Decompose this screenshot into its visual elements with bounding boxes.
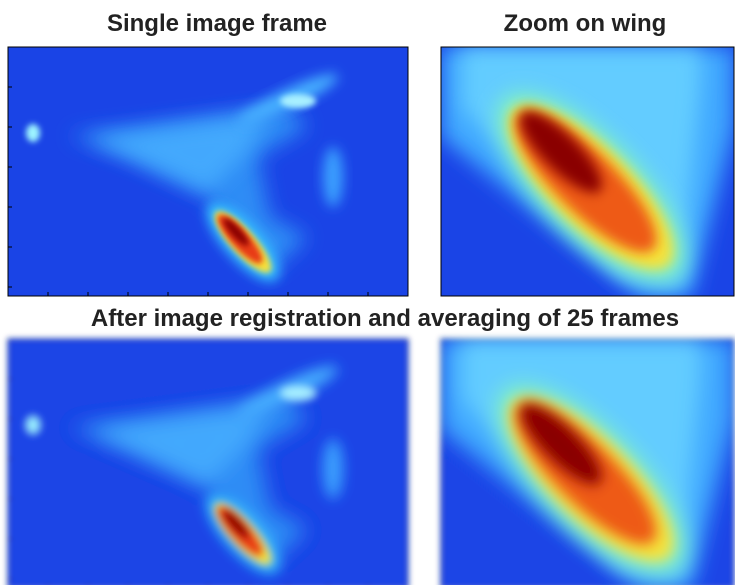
panel-title: Zoom on wing	[504, 10, 667, 37]
averaged-zoom-group	[441, 339, 734, 585]
averaged-image-group	[8, 339, 408, 585]
panel-title: Single image frame	[107, 10, 327, 37]
zoom-image	[441, 47, 734, 311]
averaged-thermal-image	[8, 339, 408, 585]
thermal-image	[8, 47, 408, 296]
averaged-zoom-image	[441, 339, 734, 585]
figure: Single image frame Zoom on wing After im…	[0, 0, 735, 585]
figure-canvas: Single image frame Zoom on wing After im…	[0, 0, 735, 585]
section-title: After image registration and averaging o…	[91, 305, 679, 332]
